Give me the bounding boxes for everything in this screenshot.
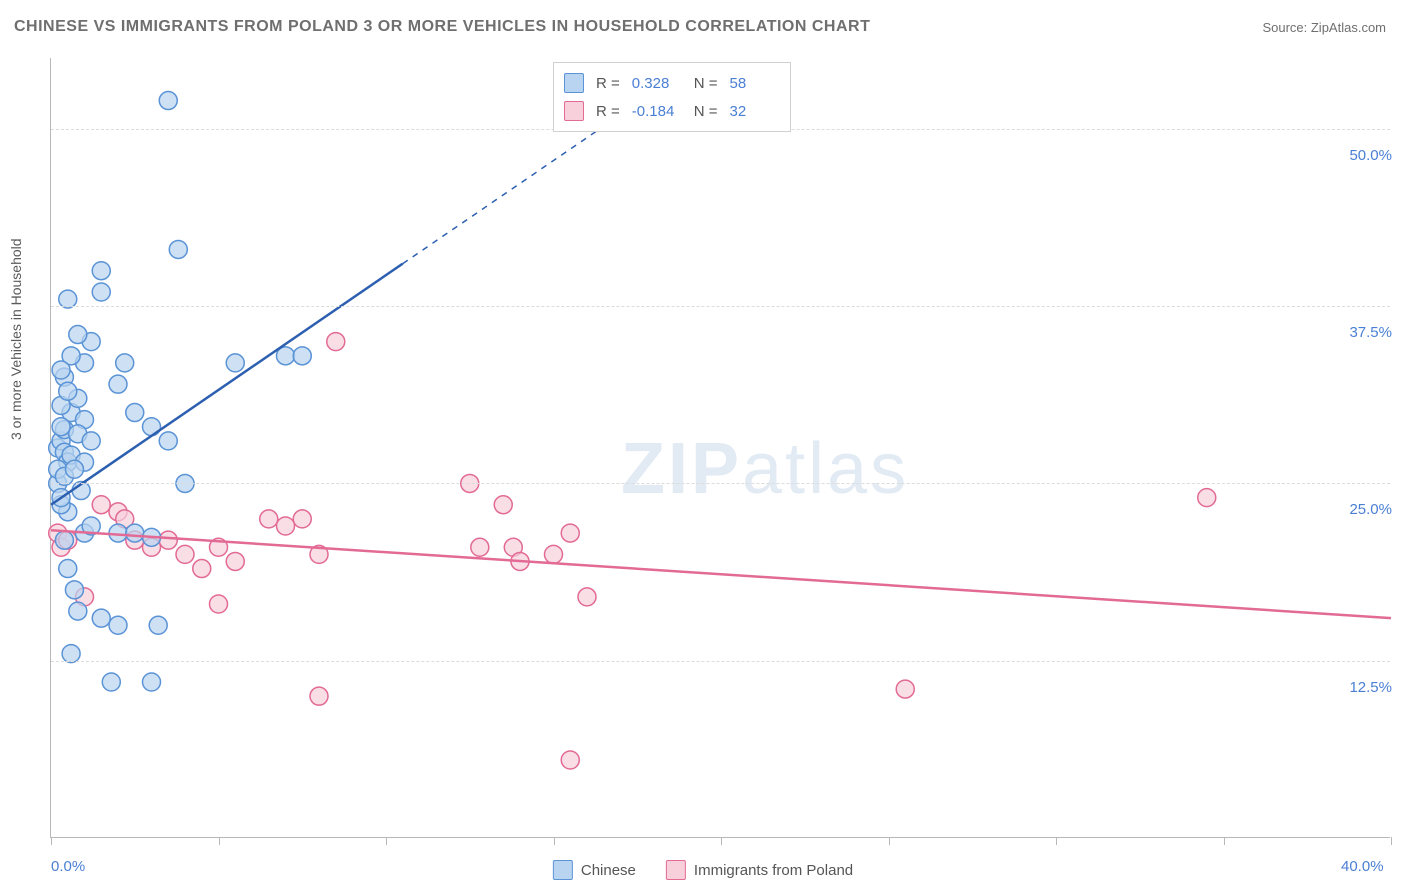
scatter-svg: [51, 58, 1390, 837]
source-label: Source: ZipAtlas.com: [1262, 20, 1386, 35]
x-tick: [1056, 837, 1057, 845]
legend-label-poland: Immigrants from Poland: [694, 862, 853, 879]
y-tick-label: 50.0%: [1349, 147, 1392, 164]
x-tick: [386, 837, 387, 845]
y-tick-label: 25.0%: [1349, 501, 1392, 518]
x-tick: [1391, 837, 1392, 845]
stat-n-label: N =: [694, 75, 718, 92]
stat-n-value-b: 32: [730, 103, 780, 120]
gridline: [51, 483, 1390, 484]
stat-r-label: R =: [596, 103, 620, 120]
x-tick: [1224, 837, 1225, 845]
gridline: [51, 661, 1390, 662]
legend-item-chinese: Chinese: [553, 860, 636, 880]
y-tick-label: 12.5%: [1349, 679, 1392, 696]
legend-row-a: R = 0.328 N = 58: [564, 69, 780, 97]
plot-area: ZIPatlas 12.5%25.0%37.5%50.0%0.0%40.0%: [50, 58, 1390, 838]
correlation-legend: R = 0.328 N = 58 R = -0.184 N = 32: [553, 62, 791, 132]
chart-title: CHINESE VS IMMIGRANTS FROM POLAND 3 OR M…: [14, 18, 870, 36]
legend-item-poland: Immigrants from Poland: [666, 860, 853, 880]
gridline: [51, 306, 1390, 307]
legend-swatch-poland: [666, 860, 686, 880]
stat-n-value-a: 58: [730, 75, 780, 92]
stat-n-label: N =: [694, 103, 718, 120]
x-tick-label: 40.0%: [1341, 858, 1384, 875]
legend-label-chinese: Chinese: [581, 862, 636, 879]
legend-swatch-chinese: [564, 73, 584, 93]
y-axis-label: 3 or more Vehicles in Household: [8, 238, 24, 440]
stat-r-value-b: -0.184: [632, 103, 682, 120]
legend-row-b: R = -0.184 N = 32: [564, 97, 780, 125]
x-tick: [721, 837, 722, 845]
x-tick: [219, 837, 220, 845]
legend-swatch-poland: [564, 101, 584, 121]
x-tick: [51, 837, 52, 845]
legend-swatch-chinese: [553, 860, 573, 880]
x-tick-label: 0.0%: [51, 858, 85, 875]
stat-r-label: R =: [596, 75, 620, 92]
x-tick: [554, 837, 555, 845]
stat-r-value-a: 0.328: [632, 75, 682, 92]
x-tick: [889, 837, 890, 845]
bottom-legend: Chinese Immigrants from Poland: [553, 860, 853, 880]
y-tick-label: 37.5%: [1349, 324, 1392, 341]
